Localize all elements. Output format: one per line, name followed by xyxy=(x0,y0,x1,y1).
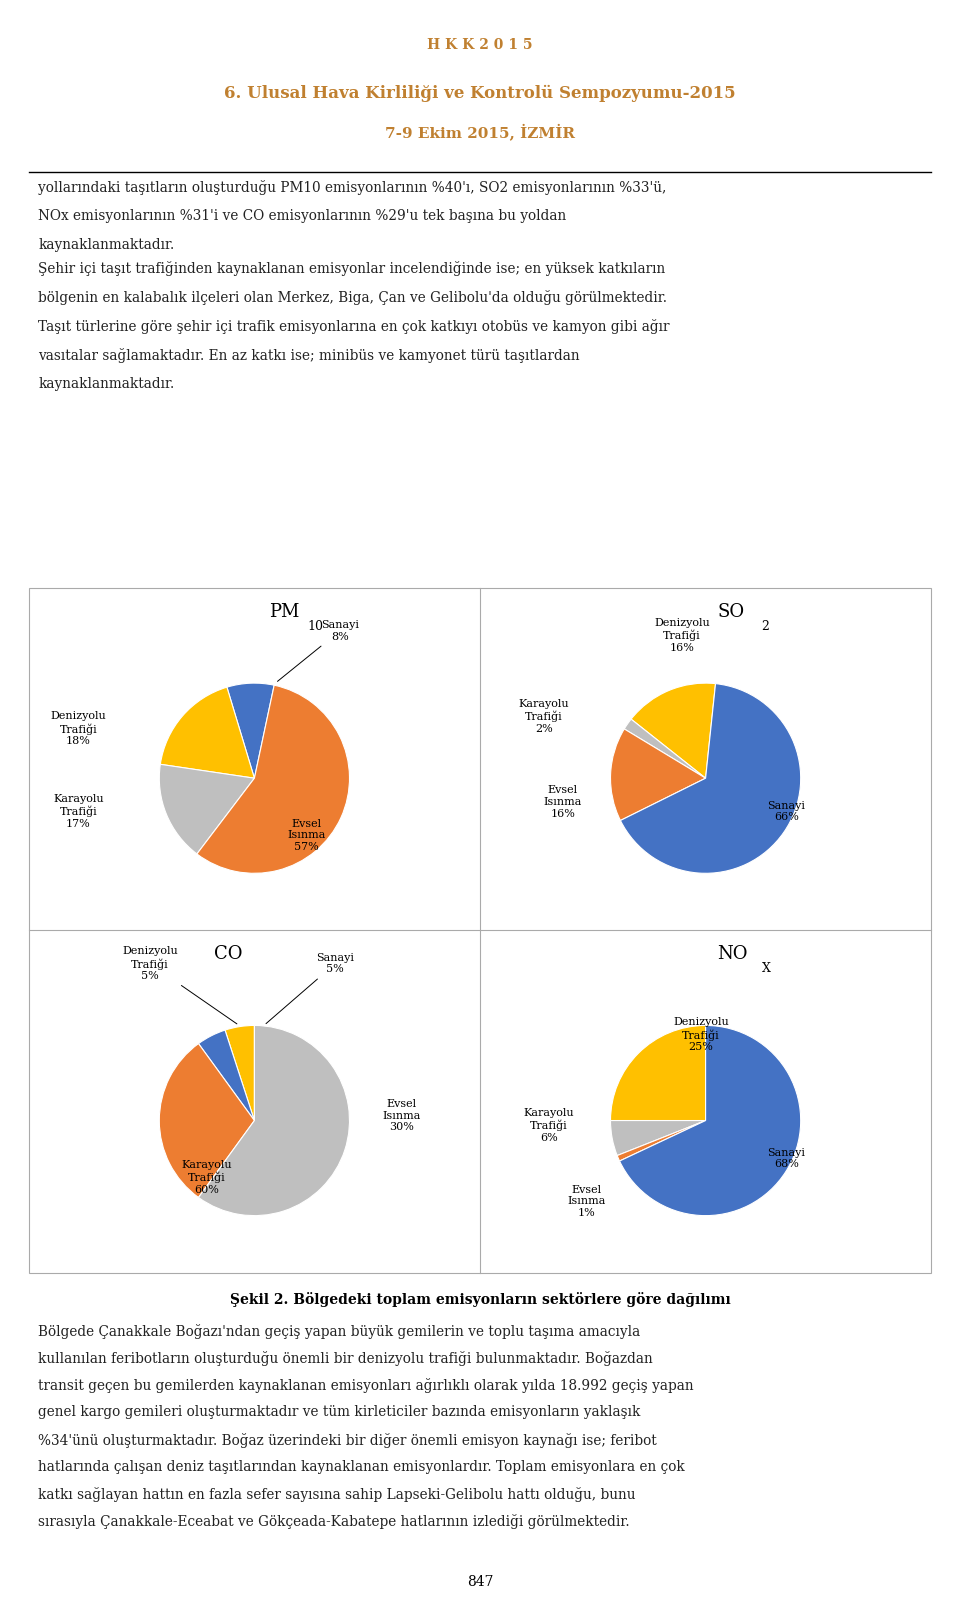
Wedge shape xyxy=(160,688,254,778)
Text: Karayolu
Trafiği
6%: Karayolu Trafiği 6% xyxy=(523,1108,574,1142)
Text: Denizyolu
Trafiği
5%: Denizyolu Trafiği 5% xyxy=(122,946,237,1025)
Wedge shape xyxy=(159,1044,254,1197)
Text: Bölgede Çanakkale Boğazı'ndan geçiş yapan büyük gemilerin ve toplu taşıma amacıy: Bölgede Çanakkale Boğazı'ndan geçiş yapa… xyxy=(38,1324,640,1339)
Wedge shape xyxy=(227,683,275,778)
Text: 10: 10 xyxy=(307,620,324,633)
Text: hatlarında çalışan deniz taşıtlarından kaynaklanan emisyonlardır. Toplam emisyon: hatlarında çalışan deniz taşıtlarından k… xyxy=(38,1460,685,1474)
Text: 2: 2 xyxy=(760,620,769,633)
Text: kaynaklanmaktadır.: kaynaklanmaktadır. xyxy=(38,377,175,391)
Text: PM: PM xyxy=(269,603,299,620)
Text: H K K 2 0 1 5: H K K 2 0 1 5 xyxy=(427,39,533,52)
Wedge shape xyxy=(617,1121,706,1162)
Wedge shape xyxy=(611,1026,706,1121)
Text: genel kargo gemileri oluşturmaktadır ve tüm kirleticiler bazında emisyonların ya: genel kargo gemileri oluşturmaktadır ve … xyxy=(38,1405,640,1419)
Text: NOx emisyonlarının %31'i ve CO emisyonlarının %29'u tek başına bu yoldan: NOx emisyonlarının %31'i ve CO emisyonla… xyxy=(38,209,566,224)
Text: Sanayi
68%: Sanayi 68% xyxy=(767,1147,805,1170)
Text: Şekil 2. Bölgedeki toplam emisyonların sektörlere göre dağılımı: Şekil 2. Bölgedeki toplam emisyonların s… xyxy=(229,1292,731,1307)
Text: CO: CO xyxy=(214,946,243,963)
Wedge shape xyxy=(620,683,801,873)
Text: 847: 847 xyxy=(467,1576,493,1588)
Bar xyxy=(29,588,931,1273)
Wedge shape xyxy=(624,719,706,778)
Wedge shape xyxy=(199,1026,349,1216)
Text: Şehir içi taşıt trafiğinden kaynaklanan emisyonlar incelendiğinde ise; en yüksek: Şehir içi taşıt trafiğinden kaynaklanan … xyxy=(38,261,665,275)
Wedge shape xyxy=(197,685,349,873)
Text: Denizyolu
Trafiği
18%: Denizyolu Trafiği 18% xyxy=(51,710,107,746)
Text: yollarındaki taşıtların oluşturduğu PM10 emisyonlarının %40'ı, SO2 emisyonlarını: yollarındaki taşıtların oluşturduğu PM10… xyxy=(38,180,667,195)
Wedge shape xyxy=(199,1029,254,1121)
Text: katkı sağlayan hattın en fazla sefer sayısına sahip Lapseki-Gelibolu hattı olduğ: katkı sağlayan hattın en fazla sefer say… xyxy=(38,1487,636,1501)
Text: SO: SO xyxy=(717,603,744,620)
Text: NO: NO xyxy=(717,946,748,963)
Wedge shape xyxy=(631,683,715,778)
Text: Denizyolu
Trafiği
16%: Denizyolu Trafiği 16% xyxy=(654,619,709,652)
Text: Sanayi
8%: Sanayi 8% xyxy=(277,620,359,681)
Text: Karayolu
Trafiği
2%: Karayolu Trafiği 2% xyxy=(518,699,569,735)
Text: sırasıyla Çanakkale-Eceabat ve Gökçeada-Kabatepe hatlarının izlediği görülmekted: sırasıyla Çanakkale-Eceabat ve Gökçeada-… xyxy=(38,1514,630,1529)
Text: Evsel
Isınma
16%: Evsel Isınma 16% xyxy=(543,786,582,818)
Text: kaynaklanmaktadır.: kaynaklanmaktadır. xyxy=(38,238,175,253)
Text: vasıtalar sağlamaktadır. En az katkı ise; minibüs ve kamyonet türü taşıtlardan: vasıtalar sağlamaktadır. En az katkı ise… xyxy=(38,348,580,362)
Text: Karayolu
Trafiği
60%: Karayolu Trafiği 60% xyxy=(181,1160,232,1195)
Text: Denizyolu
Trafiği
25%: Denizyolu Trafiği 25% xyxy=(673,1018,729,1052)
Text: 6. Ulusal Hava Kirliliği ve Kontrolü Sempozyumu-2015: 6. Ulusal Hava Kirliliği ve Kontrolü Sem… xyxy=(225,85,735,101)
Wedge shape xyxy=(225,1026,254,1121)
Text: Evsel
Isınma
57%: Evsel Isınma 57% xyxy=(287,818,325,852)
Wedge shape xyxy=(611,728,706,820)
Text: Sanayi
5%: Sanayi 5% xyxy=(266,952,354,1023)
Text: kullanılan feribotların oluşturduğu önemli bir denizyolu trafiği bulunmaktadır. : kullanılan feribotların oluşturduğu önem… xyxy=(38,1352,653,1366)
Wedge shape xyxy=(159,764,254,854)
Text: Taşıt türlerine göre şehir içi trafik emisyonlarına en çok katkıyı otobüs ve kam: Taşıt türlerine göre şehir içi trafik em… xyxy=(38,319,670,333)
Text: Karayolu
Trafiği
17%: Karayolu Trafiği 17% xyxy=(53,794,104,830)
Text: 7-9 Ekim 2015, İZMİR: 7-9 Ekim 2015, İZMİR xyxy=(385,124,575,140)
Wedge shape xyxy=(611,1121,706,1155)
Text: bölgenin en kalabalık ilçeleri olan Merkez, Biga, Çan ve Gelibolu'da olduğu görü: bölgenin en kalabalık ilçeleri olan Merk… xyxy=(38,290,667,304)
Text: X: X xyxy=(761,962,771,975)
Text: transit geçen bu gemilerden kaynaklanan emisyonları ağırlıklı olarak yılda 18.99: transit geçen bu gemilerden kaynaklanan … xyxy=(38,1379,694,1394)
Text: Evsel
Isınma
30%: Evsel Isınma 30% xyxy=(383,1099,421,1133)
Wedge shape xyxy=(619,1026,801,1216)
Text: %34'ünü oluşturmaktadır. Boğaz üzerindeki bir diğer önemli emisyon kaynağı ise; : %34'ünü oluşturmaktadır. Boğaz üzerindek… xyxy=(38,1432,658,1448)
Text: Evsel
Isınma
1%: Evsel Isınma 1% xyxy=(567,1184,606,1218)
Text: Sanayi
66%: Sanayi 66% xyxy=(767,801,805,822)
